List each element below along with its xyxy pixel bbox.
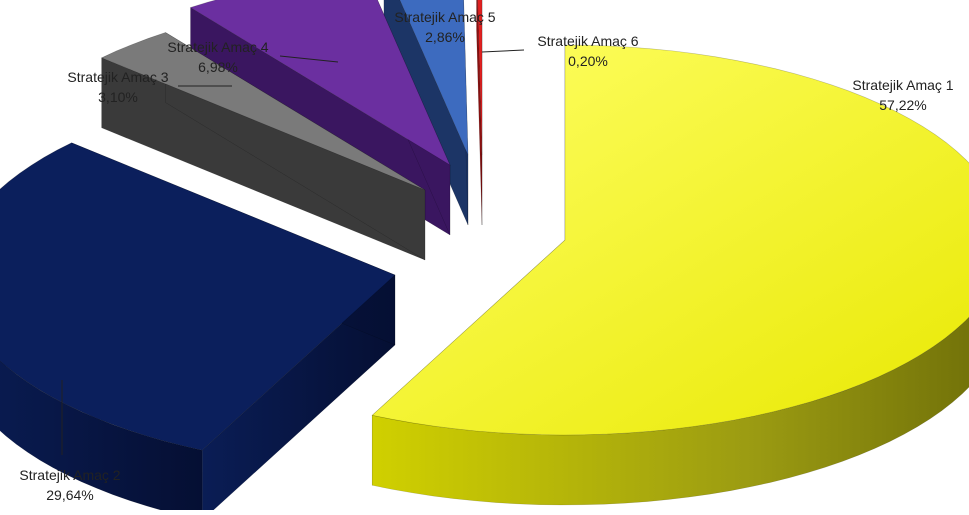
label-leader-line-6 bbox=[481, 49, 525, 53]
pie-slice-5-top bbox=[399, 0, 469, 156]
pie-slice-1-top bbox=[371, 44, 969, 436]
slice-label-1: Stratejik Amaç 1 bbox=[852, 77, 953, 93]
slice-value-label-1: 57,22% bbox=[879, 97, 926, 113]
slice-label-4: Stratejik Amaç 4 bbox=[167, 39, 268, 55]
slice-value-label-4: 6,98% bbox=[198, 59, 238, 75]
pie-slice-1-side bbox=[371, 316, 969, 506]
slice-label-3: Stratejik Amaç 3 bbox=[67, 69, 168, 85]
pie-slice-3-top bbox=[100, 32, 426, 191]
slice-value-label-5: 2,86% bbox=[425, 29, 465, 45]
pie-slice-1 bbox=[371, 44, 969, 506]
pie-slice-6 bbox=[476, 0, 483, 226]
slice-value-label-2: 29,64% bbox=[46, 487, 93, 503]
slice-label-2: Stratejik Amaç 2 bbox=[19, 467, 120, 483]
slice-value-label-3: 3,10% bbox=[98, 89, 138, 105]
slice-label-5: Stratejik Amaç 5 bbox=[394, 9, 495, 25]
slice-label-6: Stratejik Amaç 6 bbox=[537, 33, 638, 49]
pie-slice-2 bbox=[0, 142, 396, 515]
pie-slice-2-side bbox=[0, 360, 203, 515]
slice-value-label-6: 0,20% bbox=[568, 53, 608, 69]
pie-slice-6-top bbox=[477, 0, 483, 156]
pie-slice-3 bbox=[100, 32, 426, 261]
pie-slice-2-top bbox=[0, 142, 396, 451]
pie-slice-4-top bbox=[189, 0, 451, 166]
label-leader-line-4 bbox=[279, 55, 339, 63]
